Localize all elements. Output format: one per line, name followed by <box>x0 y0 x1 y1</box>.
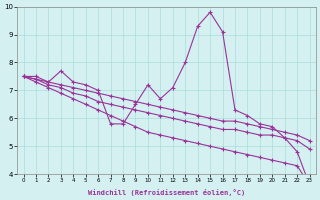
X-axis label: Windchill (Refroidissement éolien,°C): Windchill (Refroidissement éolien,°C) <box>88 189 245 196</box>
